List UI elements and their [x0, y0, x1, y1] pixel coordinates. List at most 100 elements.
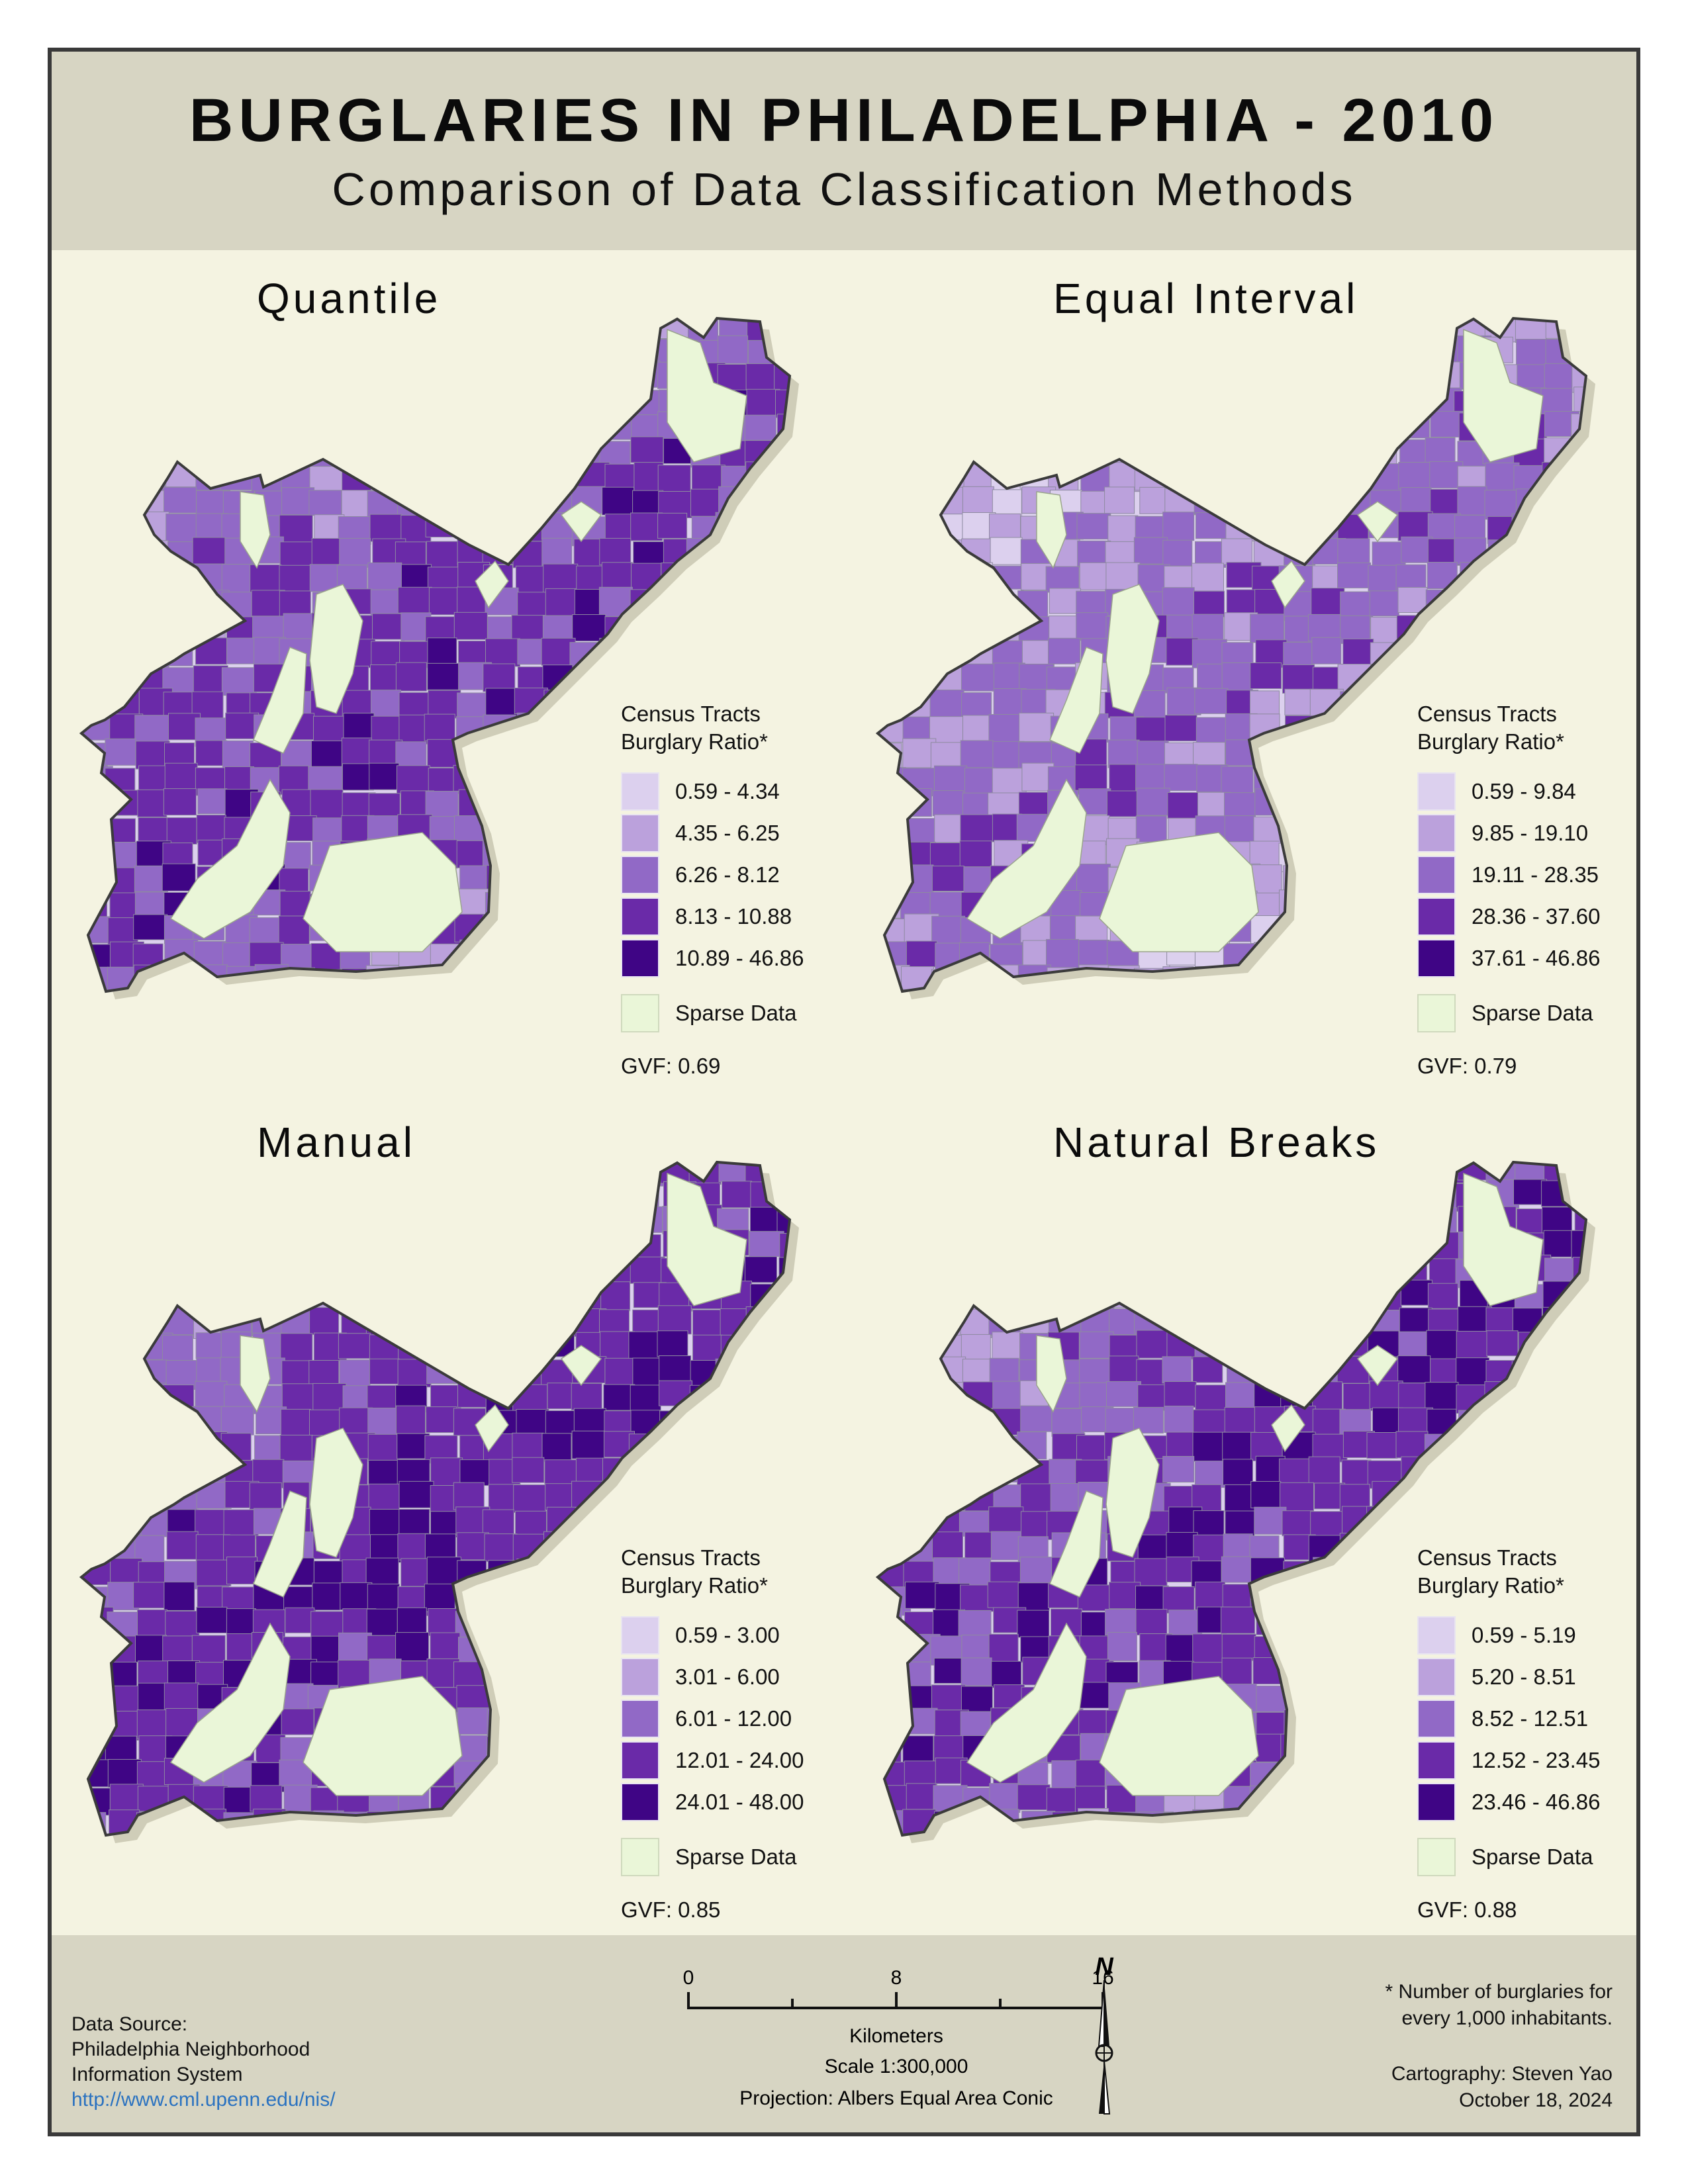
tract: [105, 1230, 136, 1258]
tract: [1516, 666, 1550, 694]
tract: [878, 615, 903, 645]
legend-swatch: [1417, 1782, 1456, 1821]
tract: [486, 1608, 518, 1635]
sparse-data-area: [309, 1428, 363, 1558]
tract: [878, 817, 904, 844]
tract: [1544, 1257, 1575, 1285]
tract: [1515, 1459, 1548, 1486]
tract: [1369, 1381, 1403, 1410]
tract: [279, 389, 312, 417]
choropleth-map: [79, 1160, 799, 1843]
tract: [1309, 817, 1340, 845]
tract: [1340, 893, 1372, 922]
tract: [1251, 486, 1285, 513]
tract: [988, 714, 1022, 742]
tract: [878, 1162, 907, 1187]
tract: [427, 637, 457, 666]
tract: [424, 1583, 455, 1612]
tract: [543, 563, 579, 594]
tract: [400, 992, 430, 1021]
tract: [878, 1510, 907, 1538]
map-layout-frame: BURGLARIES IN PHILADELPHIA - 2010 Compar…: [48, 48, 1640, 2136]
tract: [223, 1181, 256, 1209]
tract: [104, 336, 137, 364]
tract: [1429, 641, 1461, 668]
tract: [878, 540, 906, 570]
data-source-link[interactable]: http://www.cml.upenn.edu/nis/: [71, 2089, 336, 2111]
tract: [744, 414, 776, 441]
tract: [933, 1181, 964, 1211]
tract: [878, 1482, 906, 1510]
tract: [397, 340, 430, 371]
tract: [371, 1209, 406, 1238]
tract: [1223, 1308, 1259, 1334]
tract: [718, 1506, 749, 1533]
tract: [138, 1682, 169, 1711]
tract: [1311, 512, 1342, 543]
tract: [1540, 1382, 1573, 1410]
tract: [1224, 1484, 1256, 1512]
tract: [456, 1735, 489, 1764]
tract: [1395, 1507, 1431, 1536]
tract: [109, 1307, 141, 1337]
tract: [424, 414, 459, 441]
tract: [1107, 790, 1137, 817]
tract: [459, 386, 495, 416]
tract: [1109, 1208, 1143, 1236]
tract: [341, 414, 373, 443]
tract: [959, 1557, 992, 1587]
tract: [904, 662, 935, 691]
tract: [514, 1309, 549, 1339]
tract: [1194, 688, 1229, 714]
tract: [515, 892, 547, 921]
tract: [1544, 363, 1576, 391]
tract: [197, 1834, 232, 1835]
tract: [81, 1382, 109, 1410]
tract: [1282, 1636, 1317, 1666]
tract: [569, 1257, 602, 1286]
tract: [1134, 1281, 1166, 1312]
tract: [1342, 1383, 1374, 1411]
tract: [659, 1456, 690, 1485]
tract: [514, 1659, 549, 1688]
tract: [1486, 1434, 1518, 1463]
tract: [399, 1480, 434, 1508]
tract: [135, 388, 171, 417]
tract: [166, 817, 197, 844]
tract: [1366, 1661, 1399, 1688]
tract: [1192, 1356, 1223, 1383]
tract: [1225, 1382, 1256, 1409]
tract: [192, 1183, 225, 1213]
tract: [1196, 1183, 1229, 1210]
tract: [572, 614, 606, 642]
tract: [426, 1330, 461, 1360]
tract: [254, 1233, 287, 1263]
tract: [1395, 1183, 1430, 1212]
tract: [399, 1233, 434, 1263]
tract: [1284, 439, 1315, 467]
sparse-data-area: [169, 778, 291, 939]
tract: [749, 1382, 780, 1409]
tract: [1369, 590, 1399, 617]
tract: [279, 514, 313, 543]
legend-swatch: [621, 813, 659, 852]
tract: [1222, 1207, 1254, 1235]
tract: [513, 1631, 547, 1660]
tract: [1342, 389, 1374, 416]
tract: [992, 489, 1022, 518]
tract: [1019, 338, 1053, 366]
tract: [961, 1334, 991, 1361]
tract: [1571, 1383, 1586, 1411]
tract: [1399, 412, 1430, 439]
tract: [1308, 1230, 1339, 1258]
tract: [195, 337, 230, 365]
tract: [1074, 1205, 1110, 1235]
tract: [1368, 411, 1403, 437]
tract: [1107, 1183, 1140, 1212]
tract: [1021, 1836, 1052, 1864]
tract: [1311, 637, 1342, 664]
tract: [283, 1181, 314, 1211]
tract: [285, 1607, 315, 1633]
tract: [1249, 1535, 1280, 1563]
tract: [1457, 612, 1491, 642]
